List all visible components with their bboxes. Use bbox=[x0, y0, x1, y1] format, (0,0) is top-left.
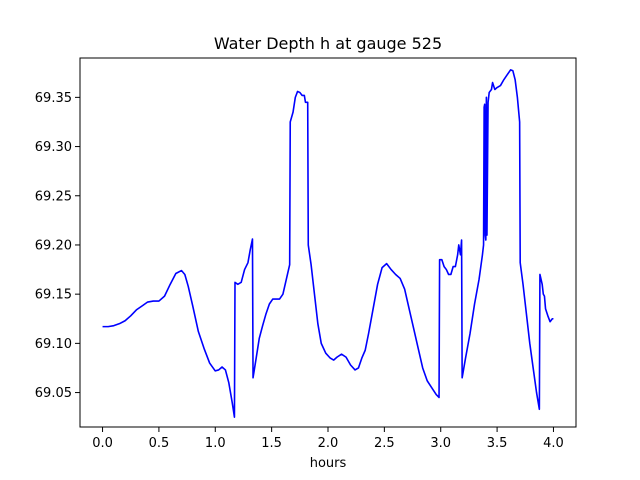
x-tick-label: 2.5 bbox=[374, 436, 395, 451]
x-axis-label: hours bbox=[310, 456, 347, 471]
y-tick-label: 69.20 bbox=[35, 238, 72, 253]
water-depth-line bbox=[102, 69, 554, 418]
y-tick-label: 69.15 bbox=[35, 288, 72, 303]
chart-title: Water Depth h at gauge 525 bbox=[214, 34, 442, 53]
y-tick-label: 69.30 bbox=[35, 140, 72, 155]
x-tick-label: 1.0 bbox=[205, 436, 226, 451]
y-tick-label: 69.10 bbox=[35, 337, 72, 352]
x-tick-label: 3.5 bbox=[487, 436, 508, 451]
x-axis: 0.0 0.5 1.0 1.5 2.0 2.5 3.0 3.5 4.0 bbox=[92, 427, 564, 451]
y-axis: 69.05 69.10 69.15 69.20 69.25 69.30 69.35 bbox=[35, 91, 80, 401]
x-tick-label: 0.5 bbox=[149, 436, 170, 451]
x-tick-label: 3.0 bbox=[430, 436, 451, 451]
x-tick-label: 2.0 bbox=[318, 436, 339, 451]
y-tick-label: 69.35 bbox=[35, 91, 72, 106]
plot-area bbox=[79, 57, 577, 428]
y-tick-label: 69.25 bbox=[35, 189, 72, 204]
x-tick-label: 0.0 bbox=[92, 436, 113, 451]
y-tick-label: 69.05 bbox=[35, 386, 72, 401]
series-layer bbox=[102, 69, 554, 418]
x-tick-label: 1.5 bbox=[261, 436, 282, 451]
x-tick-label: 4.0 bbox=[543, 436, 564, 451]
